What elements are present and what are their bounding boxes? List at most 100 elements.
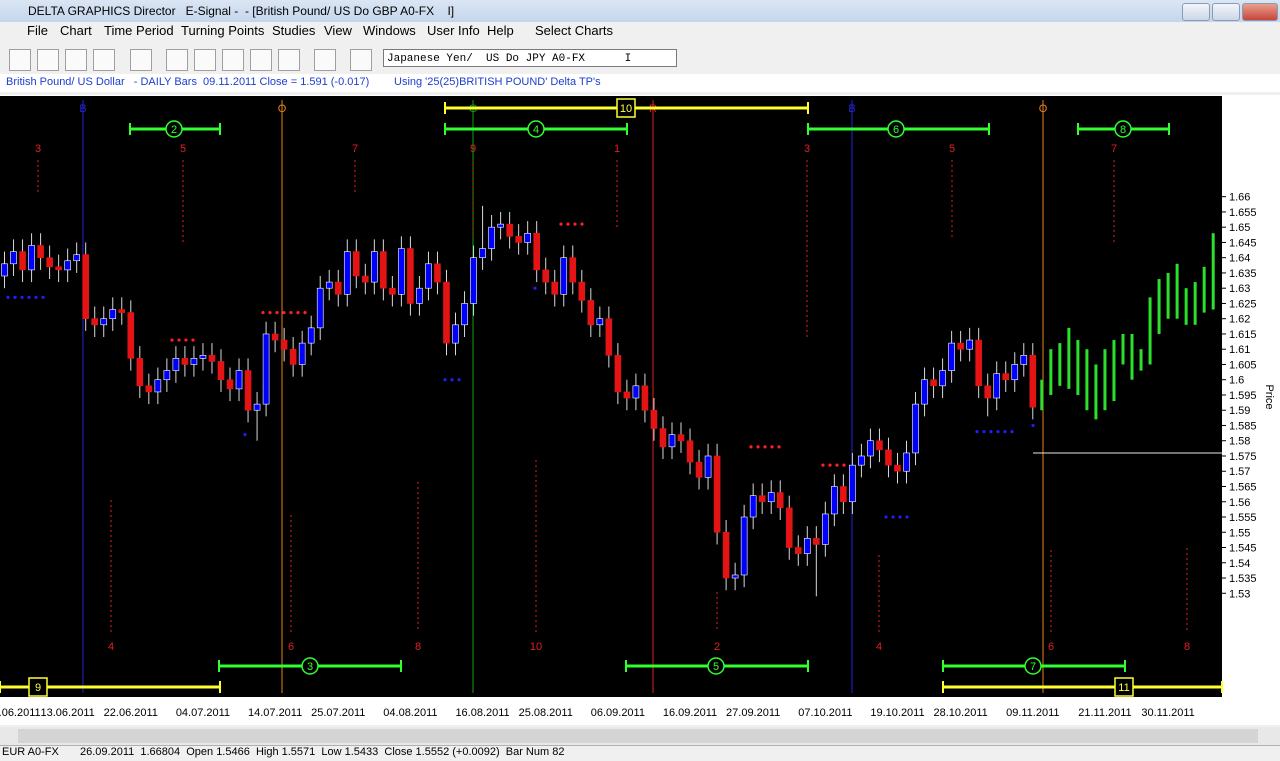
candle-body [515,236,522,243]
candle-body [659,428,667,448]
toolbar-button[interactable] [194,49,216,71]
candle-body [244,370,252,411]
top-count: 1 [614,143,620,155]
menu-item[interactable]: View [324,23,352,38]
status-bar: EUR A0-FX 26.09.2011 1.66804 Open 1.5466… [0,745,1280,761]
candle-body [668,434,676,448]
cycle-number: 8 [1120,124,1126,136]
cycle-number: 7 [1030,661,1036,673]
menu-item[interactable]: Select Charts [535,23,614,38]
candle-body [840,486,847,503]
candle-body [858,455,865,466]
candle-body [217,361,225,381]
level-dot [184,338,188,342]
y-tick-label: 1.65 [1229,222,1250,234]
candle-body [307,327,315,344]
x-tick-label: 19.10.2011 [870,707,924,719]
window-title: DELTA GRAPHICS Director E-Signal - - [Br… [28,4,455,18]
toolbar-button[interactable] [9,49,31,71]
candle-body [181,358,189,365]
candle-body [298,342,306,365]
y-tick-label: 1.61 [1229,344,1250,356]
x-tick-label: 07.10.2011 [798,707,852,719]
cycle-circle [301,657,319,675]
level-dot [177,338,181,342]
top-count: 7 [352,143,358,155]
menu-item[interactable]: Turning Points [181,23,265,38]
y-tick-label: 1.66 [1229,192,1250,204]
candle-body [677,434,685,442]
candle-body [389,287,396,295]
candle-body [984,385,991,399]
toolbar-button[interactable] [93,49,115,71]
menu-item[interactable]: Windows [363,23,416,38]
close-button[interactable] [1242,3,1278,21]
candle-body [28,245,35,271]
bottom-count: 4 [108,641,114,653]
candle-body [425,263,432,289]
level-dot [580,222,584,226]
candle-body [46,257,53,268]
bottom-count: 2 [714,641,720,653]
candle-body [136,358,144,387]
candle-body [740,516,748,576]
menu-item[interactable]: File [27,23,48,38]
candle-body [524,232,531,243]
cycle-box [616,98,636,118]
candle-body [542,269,550,283]
toolbar-button[interactable] [130,49,152,71]
x-tick-label: 09.11.2011 [1006,707,1059,719]
menu-item[interactable]: User Info [427,23,480,38]
candle-body [145,385,153,393]
level-dot [275,311,279,315]
menu-item[interactable]: Time Period [104,23,174,38]
minimize-button[interactable] [1182,3,1210,21]
candle-body [289,348,297,365]
toolbar-button[interactable] [250,49,272,71]
toolbar-button[interactable] [37,49,59,71]
candle-body [371,251,378,283]
toolbar-button[interactable] [350,49,372,71]
scroll-thumb[interactable] [18,729,1258,743]
y-tick-label: 1.64 [1229,253,1250,265]
cycle-line-label: B [848,103,855,115]
toolbar-button[interactable] [222,49,244,71]
menu-item[interactable]: Chart [60,23,92,38]
symbol-select[interactable]: Japanese Yen/ US Do JPY A0-FX I [383,49,677,67]
candle-body [497,223,504,228]
menu-item[interactable]: Help [487,23,514,38]
bottom-count: 6 [1048,641,1054,653]
candle-body [849,464,856,503]
level-dot [289,311,293,315]
toolbar-button[interactable] [314,49,336,71]
maximize-button[interactable] [1212,3,1240,21]
cycle-number: 2 [171,124,177,136]
toolbar-button[interactable] [166,49,188,71]
x-tick-label: 04.08.2011 [383,707,437,719]
y-tick-label: 1.615 [1229,329,1257,341]
y-tick-label: 1.555 [1229,512,1257,524]
toolbar-button[interactable] [65,49,87,71]
level-dot [898,515,902,519]
candle-body [894,464,901,472]
menu-item[interactable]: Studies [272,23,316,38]
candle-body [623,391,631,399]
level-dot [34,295,38,299]
candle-body [560,257,568,295]
cycle-line-label: O [278,103,287,115]
x-tick-label: 28.10.2011 [934,707,988,719]
x-tick-label: 06.09.2011 [591,707,645,719]
level-dot [905,515,909,519]
y-tick-label: 1.54 [1229,558,1250,570]
level-dot [533,286,537,290]
level-dot [450,378,454,382]
top-count: 3 [35,143,41,155]
toolbar-button[interactable] [278,49,300,71]
cycle-number: 5 [713,661,719,673]
y-tick-label: 1.605 [1229,359,1257,371]
candle-body [831,486,838,515]
level-dot [41,295,45,299]
level-dot [296,311,300,315]
x-tick-label: 14.07.2011 [248,707,302,719]
